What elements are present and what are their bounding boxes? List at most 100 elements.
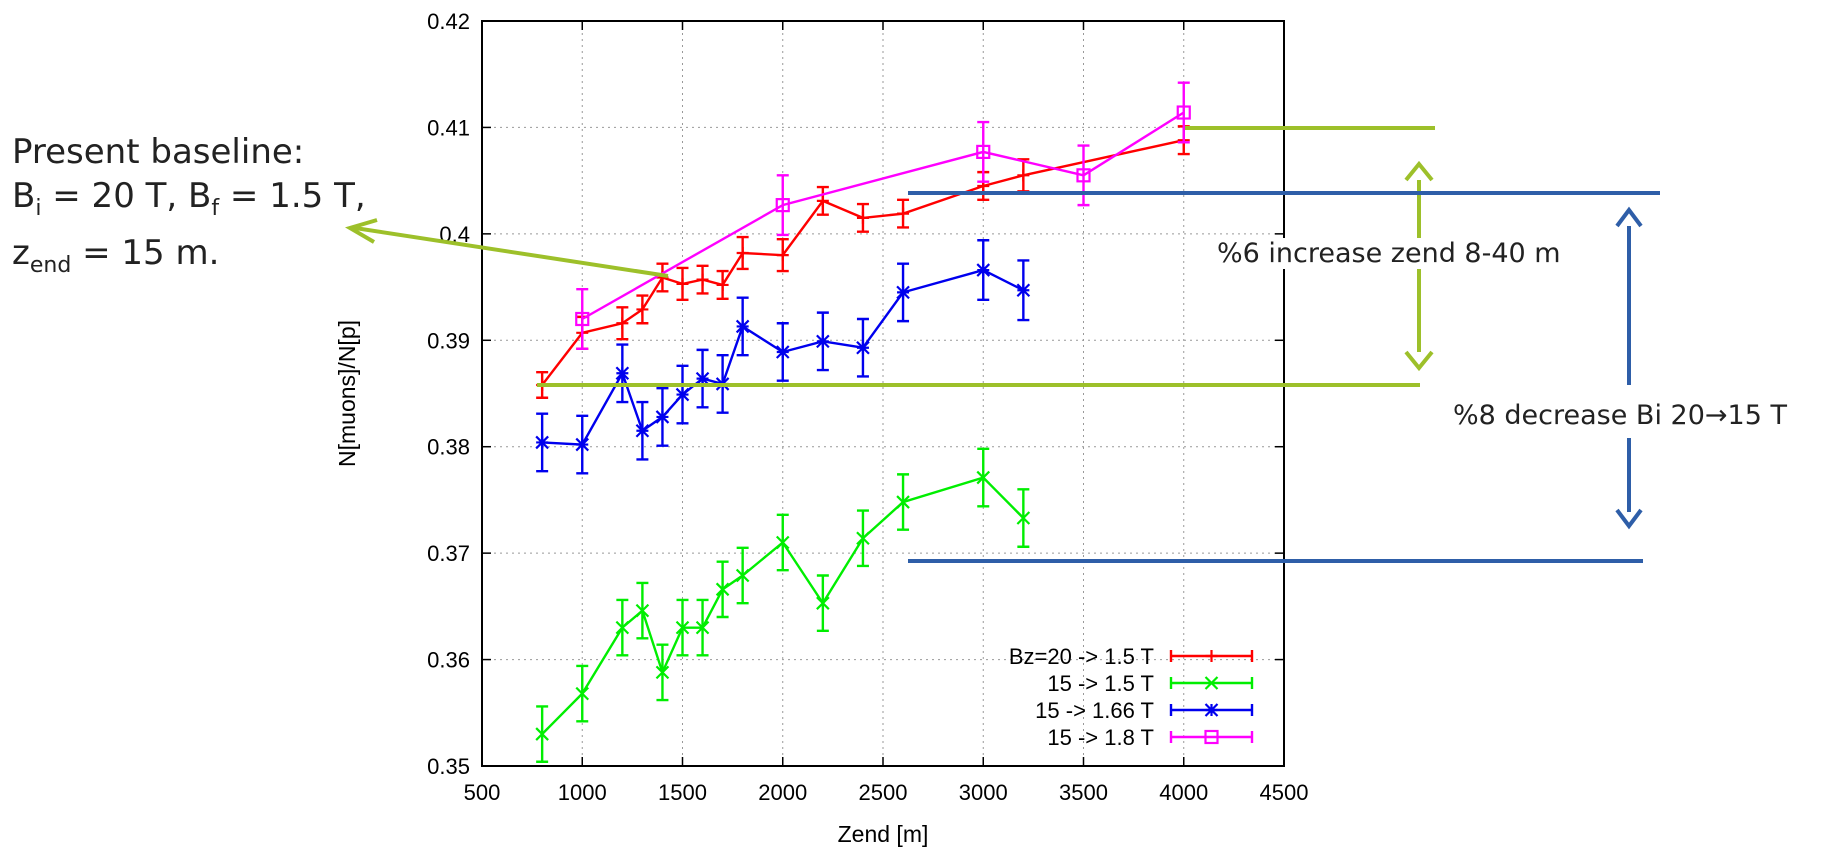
bi-value: = 20 T, — [41, 176, 189, 216]
point-marker — [655, 665, 670, 680]
point-marker — [655, 410, 670, 424]
series-1 — [535, 447, 1031, 763]
x-tick-label: 4000 — [1159, 780, 1208, 805]
point-marker — [1176, 105, 1191, 120]
point-marker — [616, 317, 629, 330]
data-series — [535, 81, 1191, 763]
bi-decrease-annotation: %8 decrease Bi 20→15 T — [1453, 400, 1787, 431]
legend: Bz=20 -> 1.5 T15 -> 1.5 T15 -> 1.66 T15 … — [1009, 644, 1254, 750]
legend-label: 15 -> 1.8 T — [1047, 725, 1154, 750]
point-marker — [1204, 703, 1219, 717]
point-marker — [575, 437, 590, 452]
point-marker — [816, 194, 829, 207]
y-axis-label: N[muons]/N[p] — [334, 320, 360, 467]
point-marker — [1205, 650, 1218, 662]
point-marker — [976, 144, 991, 160]
point-marker — [976, 470, 991, 485]
point-marker — [535, 727, 549, 741]
baseline-title: Present baseline: — [12, 132, 305, 172]
point-marker — [676, 277, 689, 290]
error-bar — [776, 174, 789, 237]
point-marker — [575, 311, 590, 327]
y-tick-label: 0.36 — [427, 648, 470, 673]
point-marker — [635, 423, 650, 438]
point-marker — [675, 620, 690, 635]
point-marker — [897, 207, 910, 220]
y-tick-label: 0.39 — [427, 328, 470, 353]
point-marker — [896, 495, 910, 509]
x-tick-label: 2000 — [758, 780, 807, 805]
x-tick-label: 1000 — [558, 780, 607, 805]
point-marker — [1017, 169, 1030, 182]
series-2 — [535, 239, 1031, 475]
legend-label: 15 -> 1.66 T — [1035, 698, 1154, 723]
x-tick-label: 1500 — [658, 780, 707, 805]
y-tick-label: 0.42 — [427, 9, 470, 34]
point-marker — [775, 345, 790, 359]
baseline-zend: zend = 15 m. — [12, 231, 366, 288]
point-marker — [856, 340, 870, 355]
green-arrow-head-down — [1404, 350, 1434, 372]
annotation-overlay — [344, 126, 1660, 563]
x-tick-label: 3000 — [959, 780, 1008, 805]
green-arrow-head-up — [1404, 160, 1434, 182]
point-marker — [695, 371, 710, 386]
point-marker — [776, 249, 789, 262]
series-line — [541, 139, 1185, 386]
point-marker — [1016, 283, 1031, 298]
legend-swatch — [1169, 731, 1254, 743]
point-marker — [735, 568, 750, 583]
point-marker — [1016, 511, 1031, 525]
point-marker — [1204, 676, 1219, 690]
bi-symbol: B — [12, 176, 36, 216]
bf-symbol: B — [188, 176, 212, 216]
blue-arrow-head-down — [1615, 508, 1643, 530]
x-tick-label: 500 — [464, 780, 501, 805]
baseline-annotation: Present baseline: Bi = 20 T, Bf = 1.5 T,… — [12, 130, 366, 288]
x-tick-label: 3500 — [1059, 780, 1108, 805]
bf-value: = 1.5 T, — [219, 176, 366, 216]
x-axis-label: Zend [m] — [838, 821, 929, 847]
blue-arrow-head-up — [1615, 206, 1643, 228]
point-marker — [615, 366, 630, 381]
point-marker — [635, 603, 650, 618]
y-tick-label: 0.38 — [427, 435, 470, 460]
bf-subscript: f — [211, 195, 220, 221]
y-tick-label: 0.41 — [427, 115, 470, 140]
axis-ticks: 500 1000 1500 2000 2500 3000 3500 4000 4500 0.35 0… — [427, 9, 1308, 805]
point-marker — [535, 435, 549, 450]
error-bar — [1177, 81, 1190, 144]
point-marker — [1204, 729, 1219, 745]
grid-lines — [482, 21, 1284, 766]
baseline-fields: Bi = 20 T, Bf = 1.5 T, — [12, 174, 366, 231]
point-marker — [735, 319, 750, 334]
point-marker — [1076, 168, 1091, 183]
point-marker — [695, 620, 710, 635]
z-value: = 15 m. — [71, 232, 220, 273]
error-bar — [576, 288, 589, 350]
point-marker — [896, 285, 910, 300]
point-marker — [775, 198, 790, 213]
legend-label: Bz=20 -> 1.5 T — [1009, 644, 1154, 669]
point-marker — [816, 596, 830, 610]
zend-increase-annotation: %6 increase zend 8-40 m — [1213, 238, 1565, 269]
z-symbol: z — [12, 232, 30, 273]
x-tick-label: 2500 — [859, 780, 908, 805]
y-tick-label: 0.35 — [427, 754, 470, 779]
error-bar — [1077, 144, 1090, 207]
point-marker — [816, 334, 830, 349]
point-marker — [856, 531, 870, 546]
point-marker — [615, 620, 630, 635]
legend-label: 15 -> 1.5 T — [1047, 671, 1154, 696]
point-marker — [856, 211, 869, 224]
point-marker — [775, 535, 790, 550]
z-subscript: end — [29, 252, 72, 278]
point-marker — [976, 263, 991, 277]
y-tick-label: 0.37 — [427, 541, 470, 566]
error-bar — [977, 120, 990, 183]
baseline-pointer-head — [344, 218, 378, 244]
point-marker — [736, 247, 749, 260]
point-marker — [636, 303, 649, 316]
baseline-pointer-line — [354, 226, 669, 278]
